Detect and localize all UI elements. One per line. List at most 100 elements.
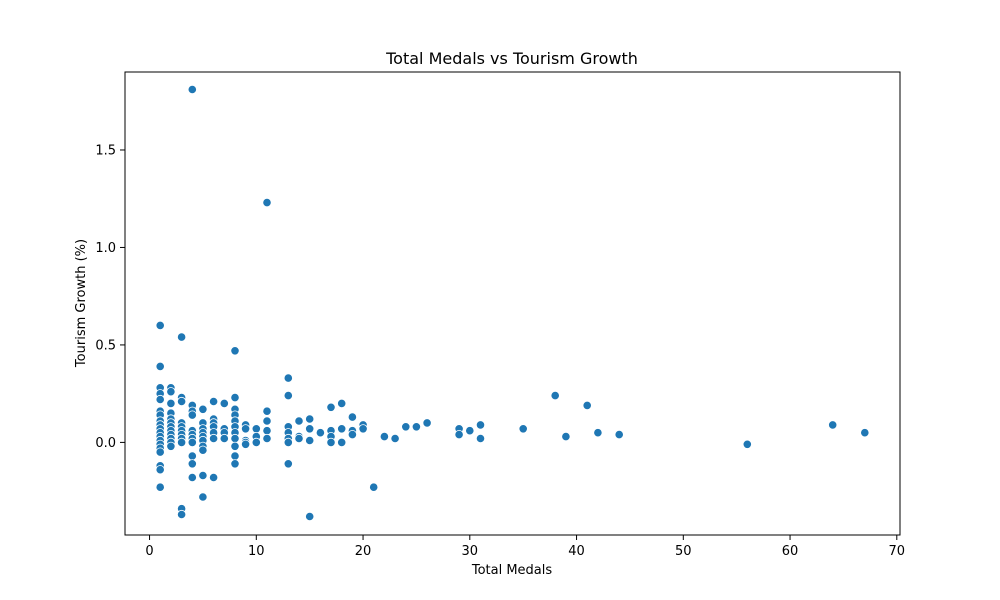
data-point <box>390 433 400 444</box>
x-axis-ticks: 0 10 20 30 40 50 60 70 <box>145 535 905 559</box>
data-point <box>294 416 304 426</box>
data-point <box>166 441 176 451</box>
data-point <box>241 424 251 434</box>
data-point <box>262 416 272 426</box>
data-point <box>337 398 347 408</box>
data-point <box>198 404 208 414</box>
data-point <box>219 398 229 408</box>
data-point <box>187 84 197 95</box>
data-point <box>262 406 272 416</box>
data-point <box>187 459 197 469</box>
data-point <box>262 433 272 444</box>
data-point <box>593 428 603 438</box>
data-point <box>347 429 357 440</box>
x-tick-label: 30 <box>462 544 479 559</box>
data-point <box>465 426 475 436</box>
data-point <box>315 428 325 438</box>
data-point <box>155 465 165 475</box>
data-point <box>230 459 240 469</box>
data-point <box>294 433 304 444</box>
data-point <box>198 492 208 502</box>
data-point <box>230 346 240 356</box>
data-point <box>187 410 197 420</box>
x-axis-title: Total Medals <box>471 563 553 578</box>
data-point <box>230 392 240 403</box>
data-point <box>262 198 272 208</box>
data-point <box>358 424 368 434</box>
data-point <box>219 433 229 444</box>
data-point <box>475 420 486 430</box>
x-tick-label: 40 <box>568 544 585 559</box>
data-point <box>187 437 197 447</box>
data-point <box>177 509 187 520</box>
data-point <box>177 437 187 447</box>
data-point <box>187 472 197 483</box>
x-tick-label: 70 <box>889 544 906 559</box>
x-tick-label: 50 <box>675 544 692 559</box>
y-tick-label: 0.0 <box>95 436 116 451</box>
data-point <box>518 424 528 434</box>
y-axis-ticks: 0.0 0.5 1.0 1.5 <box>95 143 125 451</box>
x-tick-label: 0 <box>145 544 153 559</box>
x-tick-label: 20 <box>355 544 372 559</box>
data-point <box>198 445 208 455</box>
data-point <box>582 400 592 410</box>
data-point <box>166 398 176 408</box>
data-point <box>155 482 165 492</box>
data-point <box>283 459 293 469</box>
x-tick-label: 60 <box>782 544 799 559</box>
data-point <box>155 394 165 405</box>
x-tick-label: 10 <box>248 544 265 559</box>
data-point <box>475 433 486 444</box>
data-point <box>251 424 261 434</box>
y-tick-label: 0.5 <box>95 338 116 353</box>
data-point <box>155 361 165 371</box>
data-point <box>305 511 315 522</box>
data-point <box>209 472 219 483</box>
chart-title: Total Medals vs Tourism Growth <box>385 49 638 68</box>
data-point <box>305 424 315 434</box>
plot-frame <box>124 71 901 536</box>
data-point <box>177 332 187 342</box>
data-point <box>198 470 208 481</box>
data-point <box>155 447 165 457</box>
data-point <box>262 426 272 436</box>
data-point <box>326 402 336 412</box>
data-point <box>369 482 379 492</box>
data-point <box>326 437 336 447</box>
data-point <box>209 433 219 444</box>
data-point <box>241 439 251 449</box>
data-point <box>230 441 240 451</box>
data-point <box>337 424 347 434</box>
data-point <box>828 420 838 430</box>
y-tick-label: 1.0 <box>95 241 116 256</box>
data-point <box>337 437 347 447</box>
data-point <box>561 431 571 442</box>
data-point <box>177 396 187 407</box>
data-point <box>283 373 293 383</box>
data-point <box>550 390 560 401</box>
data-point <box>209 396 219 407</box>
points-layer <box>155 84 870 522</box>
data-point <box>411 422 421 432</box>
data-point <box>347 412 357 422</box>
data-point <box>379 431 389 442</box>
data-point <box>187 451 197 461</box>
data-point <box>283 390 293 401</box>
data-point <box>230 451 240 461</box>
data-point <box>155 320 165 330</box>
data-point <box>401 422 411 432</box>
data-point <box>454 429 464 440</box>
y-axis-title: Tourism Growth (%) <box>74 239 89 368</box>
data-point <box>614 429 624 440</box>
y-tick-label: 1.5 <box>95 143 116 158</box>
data-point <box>860 428 870 438</box>
data-point <box>230 433 240 444</box>
data-point <box>305 414 315 424</box>
data-point <box>305 435 315 446</box>
data-point <box>166 387 176 397</box>
data-point <box>251 437 261 447</box>
data-point <box>283 437 293 447</box>
data-point <box>422 418 432 428</box>
